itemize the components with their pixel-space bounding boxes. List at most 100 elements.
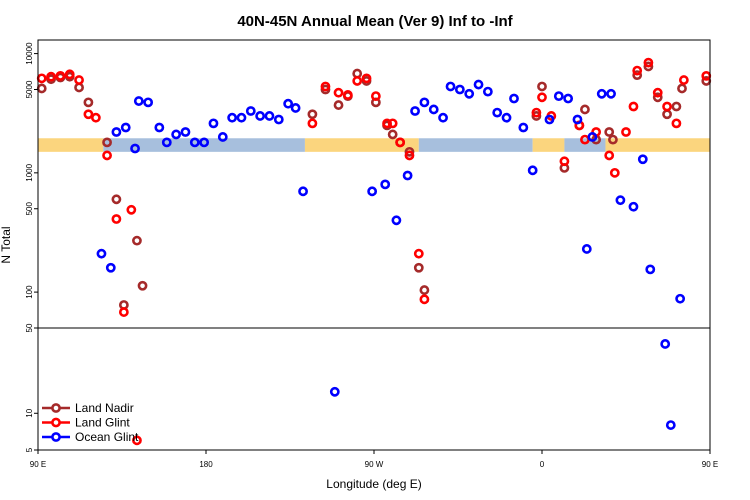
land-nadir-point (137, 280, 148, 291)
legend-item-land-nadir: Land Nadir (42, 401, 134, 415)
ocean-mask-segment (418, 138, 533, 152)
ocean-glint-point (105, 262, 116, 273)
land-nadir-point (102, 137, 112, 148)
ocean-glint-point (180, 127, 191, 137)
ocean-glint-point (615, 195, 626, 206)
land-glint-point (333, 87, 344, 98)
ocean-glint-point (130, 143, 140, 154)
ocean-glint-point (445, 81, 456, 92)
land-nadir-point (419, 285, 430, 295)
land-mask-segment (532, 138, 565, 152)
ocean-glint-point (428, 104, 439, 115)
land-glint-point (387, 118, 398, 129)
ocean-glint-point (419, 97, 430, 108)
y-tick-label: 100 (25, 285, 34, 299)
y-tick-label: 10000 (25, 42, 34, 65)
land-glint-point (643, 57, 654, 68)
legend-marker (51, 432, 61, 442)
land-mask-segment (304, 138, 419, 152)
ocean-glint-point (227, 112, 238, 123)
chart-title: 40N-45N Annual Mean (Ver 9) Inf to -Inf (237, 13, 513, 30)
ocean-glint-point (454, 84, 465, 95)
land-glint-point (307, 118, 318, 129)
land-nadir-point (387, 129, 398, 140)
land-glint-point (662, 101, 672, 112)
land-glint-point (132, 435, 142, 446)
land-nadir-point (537, 81, 547, 92)
ocean-glint-point (628, 201, 639, 212)
land-glint-point (361, 73, 372, 84)
land-nadir-point (677, 83, 687, 94)
ocean-glint-point (438, 112, 448, 123)
ocean-glint-point (143, 97, 154, 108)
land-glint-point (83, 109, 94, 120)
land-glint-point (126, 204, 137, 215)
land-glint-point (46, 71, 56, 82)
ocean-glint-point (171, 129, 182, 140)
x-axis-label: Longitude (deg E) (326, 477, 421, 491)
ocean-glint-point (199, 137, 210, 148)
land-glint-point (404, 150, 415, 161)
x-tick-label: 0 (540, 460, 545, 469)
legend-label: Ocean Glint (75, 430, 139, 444)
land-glint-point (395, 137, 406, 148)
land-glint-point (678, 75, 689, 85)
land-nadir-point (632, 70, 643, 81)
land-glint-point (632, 65, 643, 76)
ocean-glint-point (111, 127, 122, 137)
land-nadir-point (413, 262, 424, 273)
ocean-glint-point (527, 165, 538, 176)
ocean-glint-point (544, 114, 555, 125)
ocean-glint-point (473, 79, 484, 90)
x-tick-label: 90 E (702, 460, 718, 469)
land-glint-point (342, 90, 353, 100)
ocean-glint-point (645, 264, 656, 275)
ocean-glint-point (283, 98, 294, 109)
land-glint-point (320, 81, 331, 92)
land-nadir-point (83, 97, 94, 108)
land-nadir-point (671, 101, 682, 112)
ocean-glint-point (290, 103, 301, 113)
y-tick-label: 50 (25, 323, 34, 332)
ocean-glint-point (189, 137, 200, 148)
ocean-glint-point (236, 112, 247, 123)
x-tick-label: 90 W (365, 460, 384, 469)
land-nadir-point (604, 127, 615, 137)
legend-marker (51, 403, 61, 413)
ocean-glint-point (208, 118, 219, 129)
ocean-glint-point (464, 88, 475, 99)
land-glint-point (55, 70, 66, 81)
land-glint-point (559, 156, 570, 167)
ocean-glint-point (273, 114, 284, 125)
land-glint-point (118, 307, 129, 317)
land-glint-point (609, 167, 620, 178)
land-glint-point (531, 107, 542, 118)
ocean-glint-point (367, 186, 378, 197)
land-glint-point (370, 91, 381, 102)
ocean-glint-point (665, 420, 676, 430)
land-mask-segment (605, 138, 710, 152)
ocean-mask-segment (564, 138, 606, 152)
land-nadir-point (111, 194, 122, 205)
ocean-glint-point (217, 132, 228, 142)
land-nadir-point (652, 92, 663, 103)
ocean-glint-point (581, 244, 592, 254)
legend-item-land-glint: Land Glint (42, 416, 130, 430)
land-glint-point (352, 76, 363, 86)
ocean-glint-point (553, 91, 564, 102)
legend-item-ocean-glint: Ocean Glint (42, 430, 139, 444)
ocean-glint-point (245, 106, 256, 116)
land-nadir-point (643, 61, 654, 72)
axis-ticks: 90 E 180 90 W 0 90 E 100 500 1000 5000 10000 5 10 50 (25, 42, 718, 469)
ocean-glint-point (120, 122, 131, 133)
land-glint-point (382, 118, 392, 129)
legend-label: Land Glint (75, 416, 130, 430)
ocean-glint-point (96, 248, 107, 259)
ocean-glint-point (660, 339, 671, 349)
ocean-glint-point (161, 137, 172, 148)
y-tick-label: 10 (25, 408, 34, 417)
ocean-glint-point (492, 107, 503, 118)
land-glint-point (652, 87, 663, 98)
